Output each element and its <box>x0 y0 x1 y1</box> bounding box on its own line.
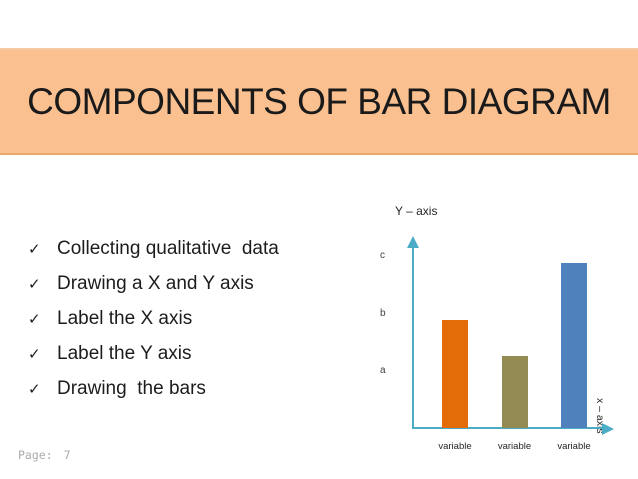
bar-category-label: variable <box>497 441 532 452</box>
y-tick-label: b <box>380 307 386 319</box>
bar <box>561 263 587 429</box>
page-footer: Page: 7 <box>18 448 71 462</box>
y-tick-label: c <box>380 250 385 261</box>
check-icon: ✓ <box>28 240 41 258</box>
bar-category-label: variable <box>438 441 472 452</box>
check-icon: ✓ <box>28 345 41 363</box>
y-axis-title: Y – axis <box>395 204 438 218</box>
bullet-text: Drawing a X and Y axis <box>57 272 254 294</box>
check-icon: ✓ <box>28 310 41 328</box>
bullet-text: Label the Y axis <box>57 342 192 364</box>
y-tick-label: a <box>380 365 386 376</box>
list-item: ✓ Drawing a X and Y axis <box>28 266 279 301</box>
list-item: ✓ Collecting qualitative data <box>28 231 279 266</box>
list-item: ✓ Label the Y axis <box>28 336 279 371</box>
bar-category-label: variable <box>557 441 591 452</box>
check-icon: ✓ <box>28 275 41 293</box>
bullet-list: ✓ Collecting qualitative data ✓ Drawing … <box>28 231 279 406</box>
x-axis-title: x – axis <box>594 398 606 434</box>
check-icon: ✓ <box>28 380 41 398</box>
x-axis-line <box>412 427 604 430</box>
y-axis-line <box>412 247 415 429</box>
bullet-text: Drawing the bars <box>57 377 206 399</box>
y-axis-arrow-icon <box>407 236 419 248</box>
page-title: COMPONENTS OF BAR DIAGRAM <box>27 80 611 122</box>
x-axis-arrow-icon <box>602 422 614 435</box>
list-item: ✓ Label the X axis <box>28 301 279 336</box>
title-band: COMPONENTS OF BAR DIAGRAM <box>0 48 638 155</box>
page-label: Page: <box>18 448 53 462</box>
list-item: ✓ Drawing the bars <box>28 371 279 406</box>
page-number: 7 <box>63 448 71 462</box>
bar <box>442 320 468 429</box>
bullet-text: Collecting qualitative data <box>57 237 279 259</box>
bullet-text: Label the X axis <box>57 307 193 329</box>
bar <box>501 356 528 429</box>
